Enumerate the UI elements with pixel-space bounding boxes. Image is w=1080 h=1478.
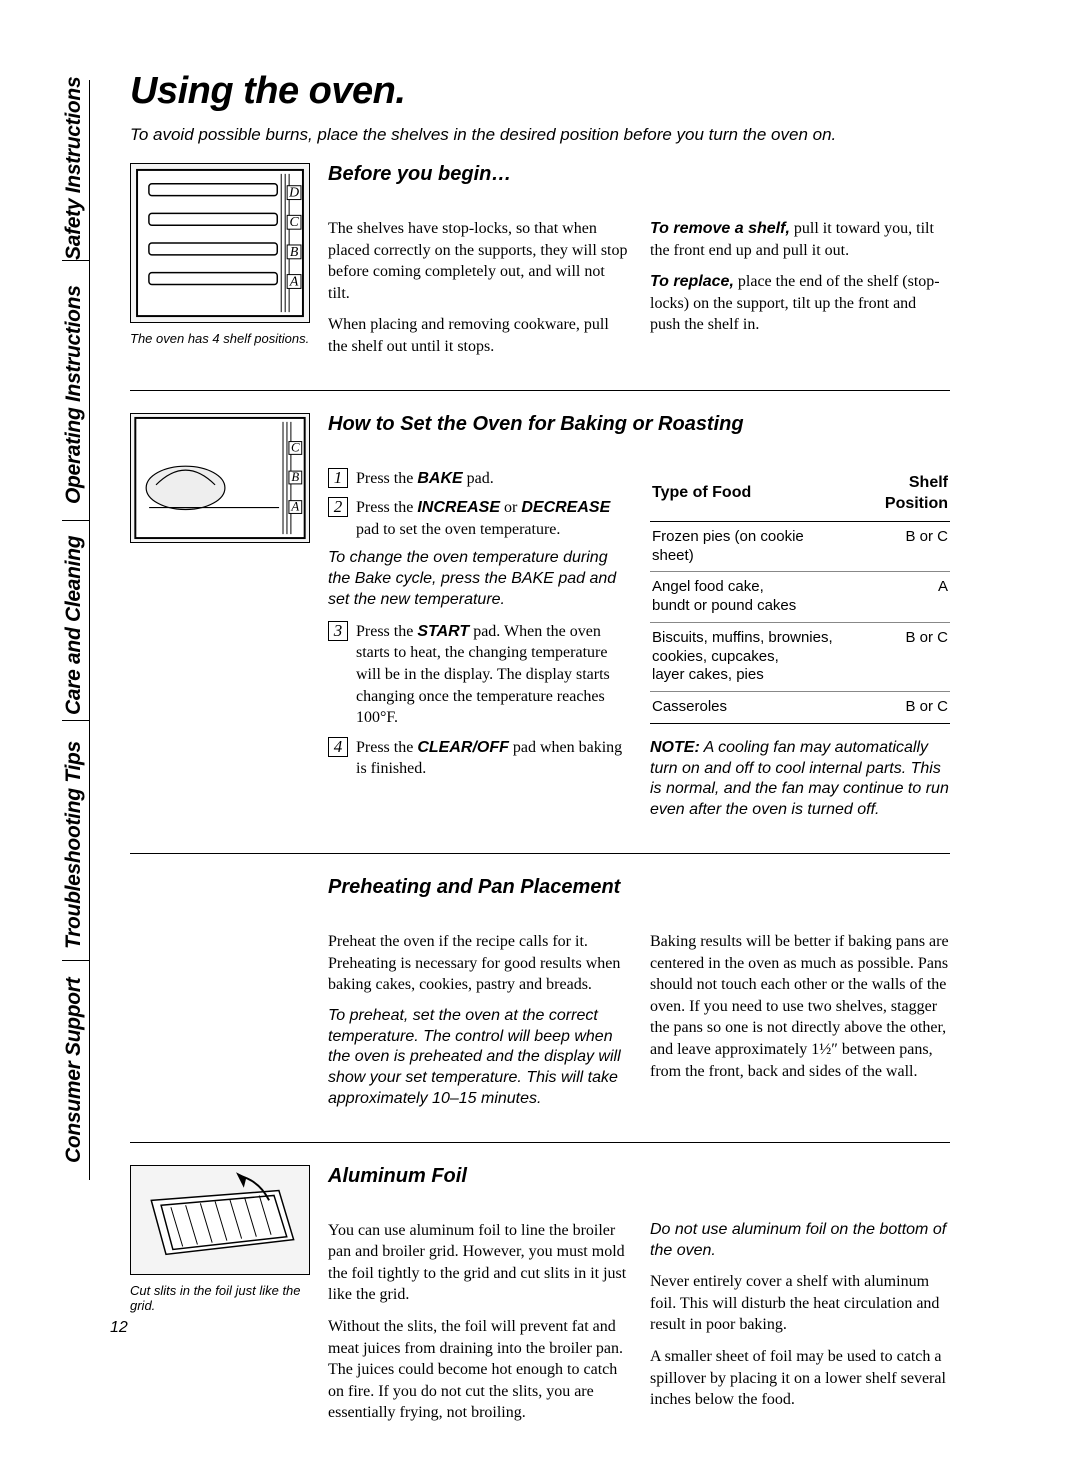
- section-heading: Preheating and Pan Placement: [328, 876, 950, 899]
- body-text: A smaller sheet of foil may be used to c…: [650, 1346, 950, 1411]
- section-before-you-begin: D C B A The oven has 4 shelf positions. …: [130, 163, 950, 391]
- page-title: Using the oven.: [130, 70, 950, 113]
- body-text: Baking results will be better if baking …: [650, 931, 950, 1082]
- svg-text:B: B: [290, 244, 299, 259]
- svg-text:A: A: [290, 499, 299, 513]
- table-row: Biscuits, muffins, brownies, cookies, cu…: [650, 622, 950, 691]
- svg-text:D: D: [288, 185, 299, 200]
- body-text: You can use aluminum foil to line the br…: [328, 1220, 628, 1306]
- step-number-icon: 1: [328, 468, 348, 488]
- tab-divider: [62, 260, 90, 261]
- oven-roast-illustration: C B A: [130, 413, 310, 543]
- section-baking-roasting: C B A How to Set the Oven for Baking or …: [130, 413, 950, 854]
- tab-consumer-support: Consumer Support: [62, 970, 90, 1170]
- svg-text:C: C: [291, 440, 300, 454]
- section-heading: Aluminum Foil: [328, 1165, 950, 1188]
- inline-bold: To replace,: [650, 273, 734, 290]
- body-text: Preheat the oven if the recipe calls for…: [328, 931, 628, 996]
- body-text: When placing and removing cookware, pull…: [328, 314, 628, 357]
- tab-divider: [62, 960, 90, 961]
- table-header-position: Shelf Position: [843, 468, 950, 522]
- step-3: 3 Press the START pad. When the oven sta…: [328, 621, 628, 729]
- tab-care-cleaning: Care and Cleaning: [62, 530, 90, 720]
- side-tab-strip: Safety Instructions Operating Instructio…: [62, 80, 90, 1180]
- section-heading: How to Set the Oven for Baking or Roasti…: [328, 413, 950, 436]
- tab-divider: [62, 520, 90, 521]
- table-row: Angel food cake, bundt or pound cakesA: [650, 572, 950, 623]
- step-number-icon: 2: [328, 497, 348, 517]
- table-row: CasserolesB or C: [650, 692, 950, 724]
- section-heading: Before you begin…: [328, 163, 950, 186]
- intro-warning: To avoid possible burns, place the shelv…: [130, 125, 950, 145]
- body-text: Without the slits, the foil will prevent…: [328, 1316, 628, 1424]
- figure-caption: The oven has 4 shelf positions.: [130, 331, 310, 347]
- step-2: 2 Press the INCREASE or DECREASE pad to …: [328, 497, 628, 540]
- body-text: Never entirely cover a shelf with alumin…: [650, 1271, 950, 1336]
- tab-divider: [62, 720, 90, 721]
- figure-caption: Cut slits in the foil just like the grid…: [130, 1283, 310, 1314]
- shelf-position-table: Type of Food Shelf Position Frozen pies …: [650, 468, 950, 724]
- table-row: Frozen pies (on cookie sheet)B or C: [650, 521, 950, 572]
- svg-text:C: C: [289, 214, 299, 229]
- foil-illustration: [130, 1165, 310, 1275]
- svg-text:A: A: [289, 273, 299, 288]
- tab-safety: Safety Instructions: [62, 80, 90, 260]
- step-4: 4 Press the CLEAR/OFF pad when baking is…: [328, 737, 628, 780]
- inline-bold: To remove a shelf,: [650, 220, 790, 237]
- oven-shelves-illustration: D C B A: [130, 163, 310, 323]
- mid-note: To change the oven temperature during th…: [328, 548, 628, 610]
- tab-operating: Operating Instructions: [62, 270, 90, 520]
- body-text: The shelves have stop-locks, so that whe…: [328, 218, 628, 304]
- cooling-fan-note: NOTE: A cooling fan may automatically tu…: [650, 738, 950, 821]
- page-content: Using the oven. To avoid possible burns,…: [130, 70, 950, 1478]
- step-1: 1 Press the BAKE pad.: [328, 468, 628, 490]
- preheat-note: To preheat, set the oven at the correct …: [328, 1006, 628, 1110]
- section-aluminum-foil: Cut slits in the foil just like the grid…: [130, 1165, 950, 1456]
- table-header-food: Type of Food: [650, 468, 843, 522]
- svg-text:B: B: [291, 470, 299, 484]
- foil-warning: Do not use aluminum foil on the bottom o…: [650, 1220, 950, 1262]
- tab-troubleshooting: Troubleshooting Tips: [62, 730, 90, 960]
- section-preheating: Preheating and Pan Placement Preheat the…: [130, 876, 950, 1143]
- step-number-icon: 3: [328, 621, 348, 641]
- step-number-icon: 4: [328, 737, 348, 757]
- page-number: 12: [110, 1319, 128, 1337]
- body-text: To remove a shelf, pull it toward you, t…: [650, 218, 950, 261]
- body-text: To replace, place the end of the shelf (…: [650, 271, 950, 336]
